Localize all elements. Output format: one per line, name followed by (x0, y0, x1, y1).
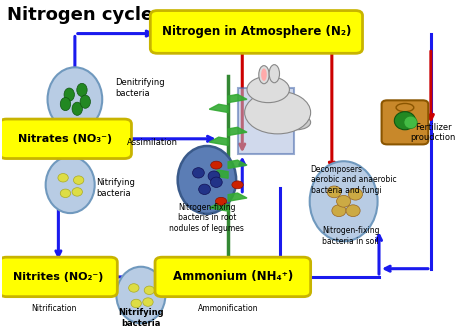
Ellipse shape (72, 188, 82, 196)
Text: Denitrifying
bacteria: Denitrifying bacteria (115, 78, 164, 98)
Text: Nitrogen cycle: Nitrogen cycle (7, 6, 153, 24)
Polygon shape (228, 193, 247, 201)
Ellipse shape (208, 171, 220, 181)
Ellipse shape (144, 286, 155, 295)
Ellipse shape (60, 97, 71, 111)
FancyBboxPatch shape (382, 100, 428, 144)
Text: Nitrogen-fixing
bacteris in root
nodules of legumes: Nitrogen-fixing bacteris in root nodules… (170, 203, 244, 233)
Text: Nitrogen-fixing
bacteria in soil: Nitrogen-fixing bacteria in soil (322, 226, 380, 246)
Ellipse shape (60, 189, 71, 198)
FancyBboxPatch shape (237, 88, 294, 154)
Ellipse shape (46, 157, 95, 213)
Ellipse shape (192, 168, 204, 178)
Text: Nitrification: Nitrification (31, 304, 76, 313)
Ellipse shape (131, 299, 141, 308)
Ellipse shape (404, 116, 417, 129)
Ellipse shape (77, 83, 87, 97)
Circle shape (215, 197, 227, 205)
FancyBboxPatch shape (155, 257, 310, 297)
Text: Nitrites (NO₂⁻): Nitrites (NO₂⁻) (13, 272, 103, 282)
Text: Nitrates (NO₃⁻): Nitrates (NO₃⁻) (18, 134, 112, 144)
Ellipse shape (396, 104, 414, 112)
Text: Assimilation: Assimilation (127, 138, 178, 147)
Text: Ammonification: Ammonification (198, 304, 258, 313)
Ellipse shape (247, 76, 290, 103)
Ellipse shape (199, 184, 210, 195)
Ellipse shape (346, 205, 360, 216)
Polygon shape (209, 203, 228, 211)
Polygon shape (228, 127, 247, 135)
Text: Nitrifying
bacteria: Nitrifying bacteria (118, 308, 164, 328)
Ellipse shape (117, 267, 165, 323)
Ellipse shape (64, 88, 74, 101)
Ellipse shape (72, 102, 82, 116)
Ellipse shape (337, 195, 351, 207)
Ellipse shape (269, 65, 280, 83)
Ellipse shape (178, 146, 236, 214)
Ellipse shape (58, 173, 68, 182)
Polygon shape (228, 94, 247, 103)
Ellipse shape (332, 205, 346, 216)
Text: Nitrifying
bacteria: Nitrifying bacteria (96, 178, 135, 198)
Circle shape (232, 181, 243, 189)
Ellipse shape (327, 186, 341, 198)
Ellipse shape (128, 284, 139, 292)
Polygon shape (209, 170, 228, 178)
Ellipse shape (310, 161, 378, 241)
Ellipse shape (143, 298, 153, 306)
Polygon shape (228, 160, 247, 168)
Ellipse shape (348, 188, 363, 200)
Polygon shape (209, 137, 228, 145)
FancyBboxPatch shape (0, 119, 131, 159)
Polygon shape (209, 104, 228, 113)
Ellipse shape (394, 112, 416, 130)
Text: Decomposers
aerobic and anaerobic
bacteria and fungi: Decomposers aerobic and anaerobic bacter… (310, 165, 396, 195)
Text: Fertilizer
proudction: Fertilizer proudction (410, 122, 456, 142)
Ellipse shape (80, 95, 91, 108)
Ellipse shape (261, 69, 267, 81)
Ellipse shape (259, 66, 269, 84)
Circle shape (210, 161, 222, 169)
FancyBboxPatch shape (0, 257, 118, 297)
Ellipse shape (210, 177, 222, 187)
Ellipse shape (47, 67, 102, 131)
Ellipse shape (73, 176, 84, 184)
Text: Nitrogen in Atmosphere (N₂): Nitrogen in Atmosphere (N₂) (162, 25, 351, 38)
Ellipse shape (245, 91, 310, 134)
Text: Ammonium (NH₄⁺): Ammonium (NH₄⁺) (173, 270, 293, 283)
Ellipse shape (283, 115, 310, 130)
FancyBboxPatch shape (150, 11, 363, 53)
